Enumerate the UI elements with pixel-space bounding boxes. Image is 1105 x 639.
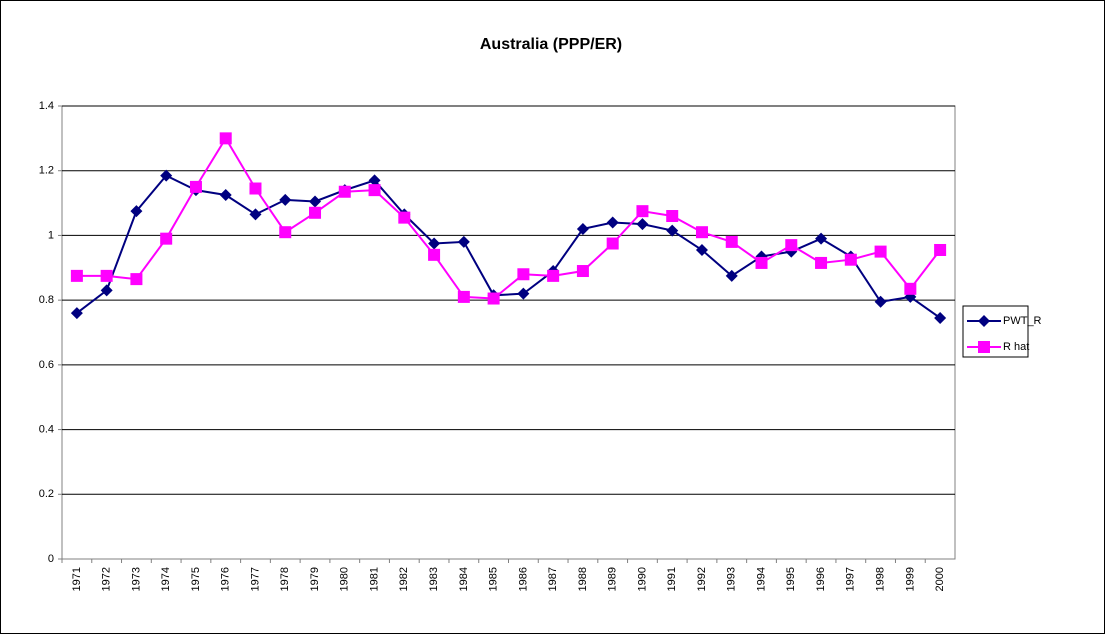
x-tick-label: 1995 <box>785 567 797 591</box>
data-point <box>666 210 679 223</box>
data-point <box>576 265 589 278</box>
y-tick-label: 1.4 <box>39 100 54 112</box>
data-point <box>189 180 202 193</box>
data-point <box>428 248 441 261</box>
data-point <box>517 268 530 281</box>
legend-marker <box>978 341 990 353</box>
data-point <box>666 224 679 237</box>
x-tick-label: 2000 <box>934 567 946 591</box>
data-point <box>309 206 322 219</box>
data-point <box>874 245 887 258</box>
data-point <box>70 269 83 282</box>
x-tick-label: 1994 <box>755 567 767 591</box>
data-point <box>517 287 530 300</box>
x-tick-label: 1978 <box>279 567 291 591</box>
legend-label: PWT_R <box>1003 315 1042 327</box>
data-point <box>428 237 441 250</box>
data-point <box>249 182 262 195</box>
y-tick-label: 0.8 <box>39 294 54 306</box>
data-point <box>487 292 500 305</box>
legend-label: R hat <box>1003 341 1029 353</box>
data-point <box>249 208 262 221</box>
x-tick-label: 1983 <box>428 567 440 591</box>
data-point <box>934 311 947 324</box>
data-point <box>725 269 738 282</box>
x-tick-label: 1996 <box>815 567 827 591</box>
data-point <box>130 273 143 286</box>
legend-marker <box>978 315 990 327</box>
x-tick-label: 1975 <box>190 567 202 591</box>
x-tick-label: 1990 <box>636 567 648 591</box>
legend-box <box>962 305 1029 358</box>
x-tick-label: 1993 <box>726 567 738 591</box>
data-point <box>457 290 470 303</box>
data-point <box>100 284 113 297</box>
x-tick-label: 1985 <box>488 567 500 591</box>
x-tick-label: 1974 <box>160 567 172 591</box>
x-tick-label: 1987 <box>547 567 559 591</box>
x-tick-label: 1989 <box>607 567 619 591</box>
x-tick-label: 1977 <box>249 567 261 591</box>
data-point <box>130 205 143 218</box>
data-point <box>606 237 619 250</box>
data-point <box>606 216 619 229</box>
data-point <box>279 193 292 206</box>
chart-title: Australia (PPP/ER) <box>480 36 622 53</box>
data-point <box>815 256 828 269</box>
data-point <box>785 239 798 252</box>
y-tick-label: 0.4 <box>39 423 54 435</box>
data-point <box>934 243 947 256</box>
data-point <box>398 211 411 224</box>
data-point <box>338 185 351 198</box>
x-tick-label: 1999 <box>904 567 916 591</box>
x-tick-label: 1997 <box>845 567 857 591</box>
data-point <box>279 226 292 239</box>
data-point <box>160 232 173 245</box>
data-point <box>695 226 708 239</box>
data-point <box>844 253 857 266</box>
x-tick-label: 1976 <box>220 567 232 591</box>
y-tick-label: 1 <box>48 229 54 241</box>
x-tick-label: 1982 <box>398 567 410 591</box>
data-point <box>100 269 113 282</box>
data-point <box>368 184 381 197</box>
data-point <box>219 188 232 201</box>
plot-area <box>61 105 956 560</box>
x-tick-label: 1984 <box>458 567 470 591</box>
data-point <box>815 232 828 245</box>
x-tick-label: 1980 <box>339 567 351 591</box>
data-point <box>904 282 917 295</box>
x-tick-label: 1991 <box>666 567 678 591</box>
data-point <box>70 307 83 320</box>
data-point <box>636 205 649 218</box>
data-point <box>219 132 232 145</box>
x-tick-label: 1973 <box>130 567 142 591</box>
data-point <box>695 243 708 256</box>
y-tick-label: 0 <box>48 553 54 565</box>
data-point <box>725 235 738 248</box>
data-point <box>874 295 887 308</box>
x-tick-label: 1986 <box>517 567 529 591</box>
data-point <box>368 174 381 187</box>
y-tick-label: 1.2 <box>39 165 54 177</box>
data-point <box>160 169 173 182</box>
data-point <box>576 222 589 235</box>
x-tick-label: 1998 <box>874 567 886 591</box>
data-point <box>457 235 470 248</box>
x-tick-label: 1981 <box>368 567 380 591</box>
x-tick-label: 1988 <box>577 567 589 591</box>
y-tick-label: 0.2 <box>39 488 54 500</box>
y-tick-label: 0.6 <box>39 359 54 371</box>
data-point <box>547 269 560 282</box>
x-tick-label: 1972 <box>101 567 113 591</box>
x-tick-label: 1979 <box>309 567 321 591</box>
x-tick-label: 1971 <box>71 567 83 591</box>
x-tick-label: 1992 <box>696 567 708 591</box>
data-point <box>755 256 768 269</box>
data-point <box>309 195 322 208</box>
data-point <box>636 218 649 231</box>
